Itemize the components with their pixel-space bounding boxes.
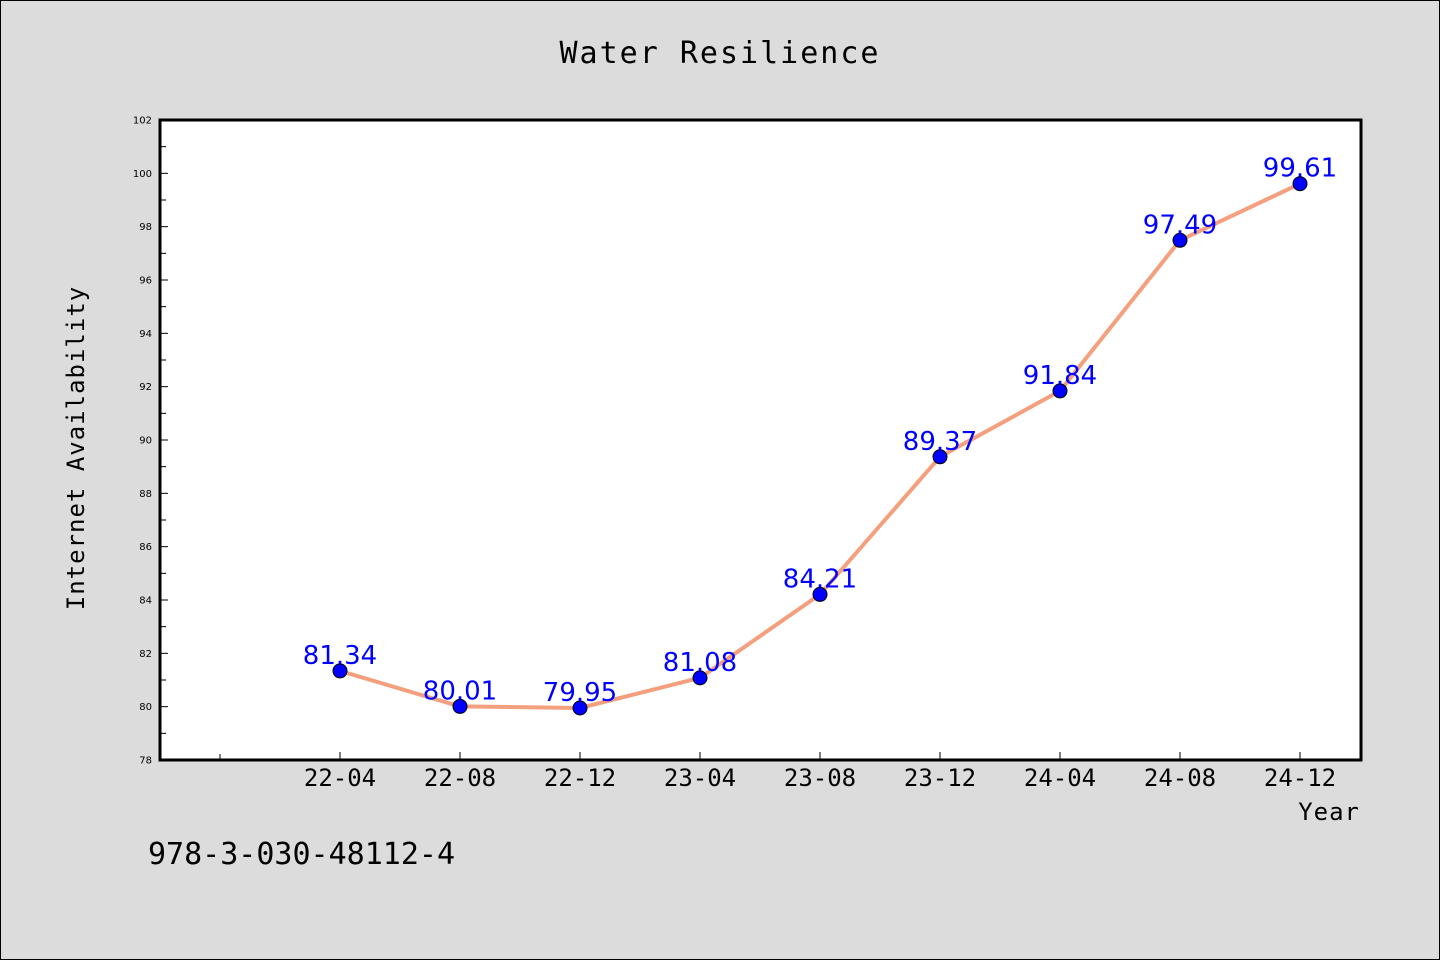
- y-tick-label: 84: [139, 596, 152, 607]
- y-tick-label: 90: [139, 436, 152, 447]
- data-label: 79.95: [543, 678, 617, 708]
- data-point: [812, 586, 828, 602]
- data-point: [332, 663, 348, 679]
- series-line-group: 81.34 80.01 79.95 81.08 84.21 89.37 91.84 97.49…: [303, 154, 1337, 716]
- y-tick-label: 80: [139, 702, 152, 713]
- data-label: 91.84: [1023, 361, 1097, 391]
- y-tick-label: 102: [133, 116, 152, 127]
- y-tick-label: 88: [139, 489, 152, 500]
- data-point: [1052, 383, 1068, 399]
- data-point: [572, 700, 588, 716]
- x-axis: 22-04 22-08 22-12 23-04 23-08 23-12 24-04 24-08…: [219, 752, 1336, 792]
- x-tick-label: 23-04: [664, 764, 736, 792]
- y-tick-label: 94: [139, 329, 152, 340]
- plot-area: [158, 118, 1363, 762]
- data-point: [1292, 176, 1308, 192]
- data-label: 99.61: [1263, 154, 1337, 184]
- x-tick-label: 22-04: [304, 764, 376, 792]
- x-tick-label: 23-12: [904, 764, 976, 792]
- data-point: [1172, 232, 1188, 248]
- data-point: [452, 698, 468, 714]
- data-label: 81.34: [303, 641, 377, 671]
- data-point: [692, 670, 708, 686]
- y-tick-label: 96: [139, 276, 152, 287]
- data-label: 80.01: [423, 676, 497, 706]
- chart-title: Water Resilience: [560, 36, 881, 71]
- x-tick-label: 24-12: [1264, 764, 1336, 792]
- data-label: 89.37: [903, 427, 977, 457]
- y-tick-label: 82: [139, 649, 152, 660]
- x-axis-label: Year: [1298, 798, 1360, 826]
- data-point: [932, 449, 948, 465]
- isbn-text: 978-3-030-48112-4: [148, 837, 455, 872]
- x-tick-label: 24-08: [1144, 764, 1216, 792]
- x-tick-label: 22-08: [424, 764, 496, 792]
- y-tick-label: 86: [139, 542, 152, 553]
- data-label: 84.21: [783, 564, 857, 594]
- y-tick-label: 92: [139, 382, 152, 393]
- y-tick-label: 100: [133, 169, 152, 180]
- y-tick-label: 98: [139, 222, 152, 233]
- x-tick-label: 23-08: [784, 764, 856, 792]
- data-label: 81.08: [663, 648, 737, 678]
- data-label: 97.49: [1143, 210, 1217, 240]
- y-axis-label: Internet Availability: [62, 286, 90, 610]
- y-axis: 78 80 82 84 86 88 90 92 94 96 98 100 102: [133, 116, 168, 767]
- x-tick-label: 24-04: [1024, 764, 1096, 792]
- x-tick-label: 22-12: [544, 764, 616, 792]
- y-tick-label: 78: [139, 756, 152, 767]
